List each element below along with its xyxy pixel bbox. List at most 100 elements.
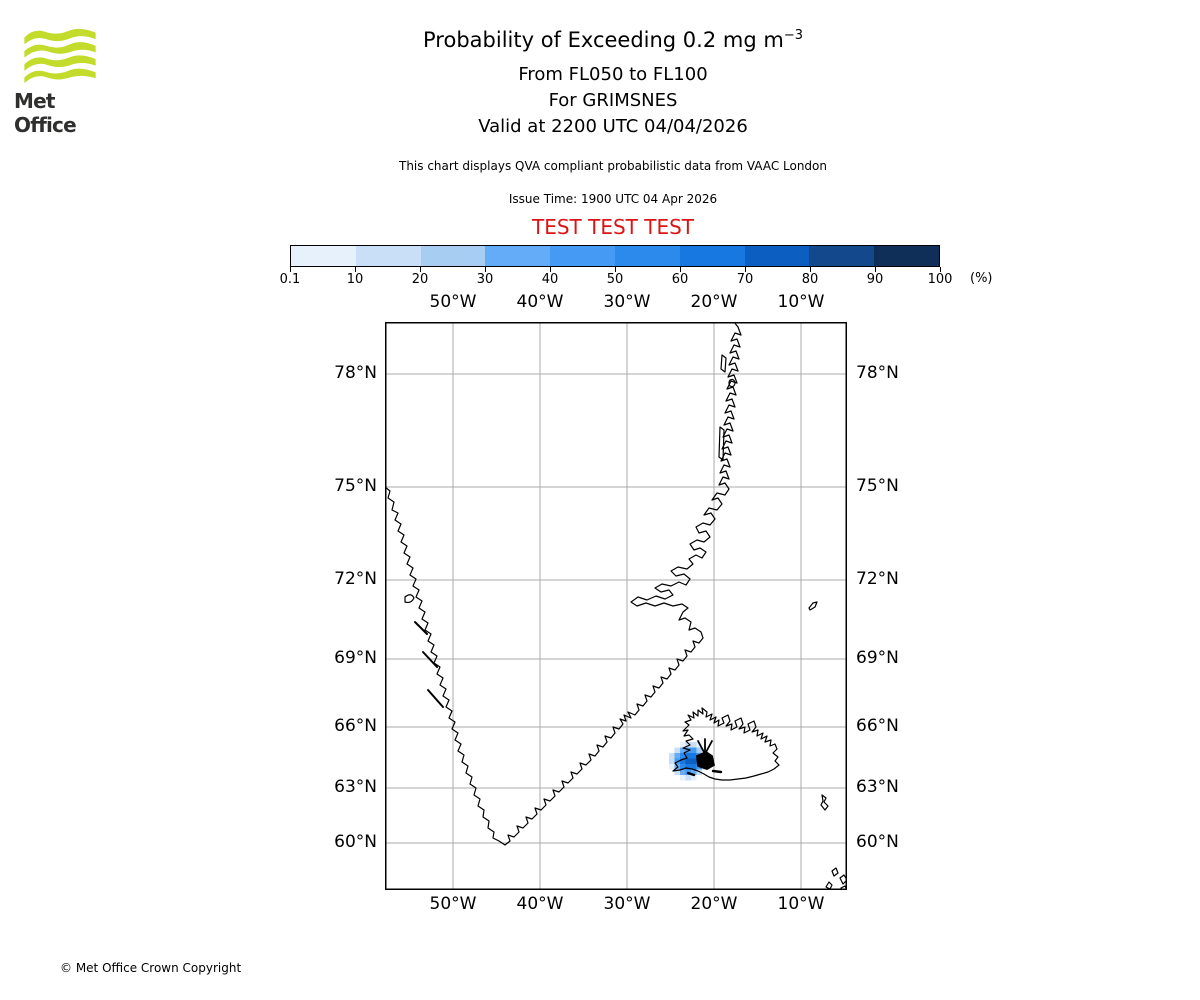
plume-cell — [674, 747, 680, 753]
title-exponent: −3 — [783, 28, 803, 43]
faroe-islands — [820, 794, 829, 811]
colorbar-tick — [290, 267, 291, 272]
plume-cell — [680, 769, 686, 775]
volcano-marker-dash — [711, 769, 723, 774]
colorbar-tick-label: 40 — [541, 272, 559, 287]
plume-cell — [691, 747, 697, 753]
jan-mayen-island — [808, 601, 818, 611]
colorbar-segment — [809, 246, 875, 266]
plume-cell — [674, 769, 680, 775]
colorbar-tick — [485, 267, 486, 272]
bottom-right-islet — [839, 874, 847, 885]
colorbar-tick — [615, 267, 616, 272]
colorbar-segment — [679, 246, 745, 266]
lat-label-left: 63°N — [334, 777, 377, 797]
plume-cell — [691, 775, 697, 781]
colorbar-tick — [680, 267, 681, 272]
met-office-logo: Met Office — [14, 26, 106, 137]
colorbar-tick — [810, 267, 811, 272]
colorbar-unit-label: (%) — [970, 271, 993, 286]
lon-label-top: 50°W — [429, 292, 477, 312]
probability-colorbar — [290, 245, 940, 267]
plume-cell — [691, 753, 697, 759]
colorbar-tick-label: 100 — [927, 272, 953, 287]
map-frame — [385, 322, 847, 890]
colorbar-tick-label: 80 — [801, 272, 819, 287]
lat-label-right: 60°N — [856, 832, 899, 852]
lat-label-left: 69°N — [334, 648, 377, 668]
lon-label-top: 10°W — [777, 292, 825, 312]
colorbar-tick-label: 60 — [671, 272, 689, 287]
plume-cell — [685, 742, 691, 748]
plume-cell — [680, 747, 686, 753]
colorbar-segment — [614, 246, 680, 266]
plume-cell — [685, 753, 691, 759]
plume-cell — [691, 742, 697, 748]
logo-wave — [24, 28, 96, 45]
colorbar-tick-label: 0.1 — [279, 272, 301, 287]
plume-cell — [680, 753, 686, 759]
colorbar-tick-label: 30 — [476, 272, 494, 287]
description-text: This chart displays QVA compliant probab… — [399, 159, 827, 173]
greenland-offshore-island — [427, 689, 444, 708]
plume-cell — [669, 764, 675, 770]
copyright-text: © Met Office Crown Copyright — [60, 961, 242, 975]
volcano-eruption-marker — [686, 738, 723, 777]
plume-cell — [691, 758, 697, 764]
colorbar-tick — [745, 267, 746, 272]
map-plot-area — [385, 322, 847, 890]
lon-label-bottom: 20°W — [690, 894, 738, 914]
colorbar-tick — [940, 267, 941, 272]
plume-cell — [696, 747, 702, 753]
plume-cell — [669, 753, 675, 759]
subtitle-volcano: For GRIMSNES — [548, 90, 678, 111]
plume-cell — [680, 775, 686, 781]
met-office-wordmark: Met Office — [14, 89, 77, 137]
plume-cell — [680, 764, 686, 770]
logo-wave — [24, 42, 96, 58]
bottom-right-islet — [831, 867, 839, 877]
colorbar-segment — [420, 246, 486, 266]
colorbar-segment — [550, 246, 615, 266]
greenland-coastline — [385, 322, 742, 846]
coastlines — [385, 322, 847, 890]
logo-wave — [24, 55, 96, 71]
colorbar-segment — [355, 246, 421, 266]
ne-greenland-island — [720, 354, 727, 373]
plume-cell — [685, 764, 691, 770]
lat-label-left: 66°N — [334, 716, 377, 736]
lat-label-right: 72°N — [856, 569, 899, 589]
lon-label-bottom: 40°W — [516, 894, 564, 914]
lon-label-bottom: 10°W — [777, 894, 825, 914]
lat-label-left: 72°N — [334, 569, 377, 589]
lat-label-left: 78°N — [334, 363, 377, 383]
colorbar-tick — [550, 267, 551, 272]
lat-label-left: 75°N — [334, 476, 377, 496]
ne-greenland-island — [718, 426, 725, 461]
lat-label-right: 75°N — [856, 476, 899, 496]
volcano-marker-base — [696, 750, 716, 770]
colorbar-segment — [744, 246, 810, 266]
ne-greenland-island — [728, 378, 736, 388]
lon-label-top: 30°W — [603, 292, 651, 312]
page-title: Probability of Exceeding 0.2 mg m−3 — [423, 28, 803, 52]
plume-cell — [680, 742, 686, 748]
lat-label-right: 63°N — [856, 777, 899, 797]
colorbar-tick — [355, 267, 356, 272]
test-banner: TEST TEST TEST — [531, 215, 695, 239]
lon-label-bottom: 30°W — [603, 894, 651, 914]
lon-label-top: 40°W — [516, 292, 564, 312]
colorbar-tick-label: 50 — [606, 272, 624, 287]
subtitle-flight-levels: From FL050 to FL100 — [518, 64, 708, 85]
met-office-waves-icon — [24, 28, 96, 84]
lat-label-left: 60°N — [334, 832, 377, 852]
lon-label-top: 20°W — [690, 292, 738, 312]
plume-cell — [680, 758, 686, 764]
lon-label-bottom: 50°W — [429, 894, 477, 914]
iceland-coastline — [672, 707, 780, 781]
plume-cell — [685, 758, 691, 764]
plume-cell — [669, 758, 675, 764]
subtitle-valid-time: Valid at 2200 UTC 04/04/2026 — [478, 116, 748, 137]
lat-label-right: 78°N — [856, 363, 899, 383]
